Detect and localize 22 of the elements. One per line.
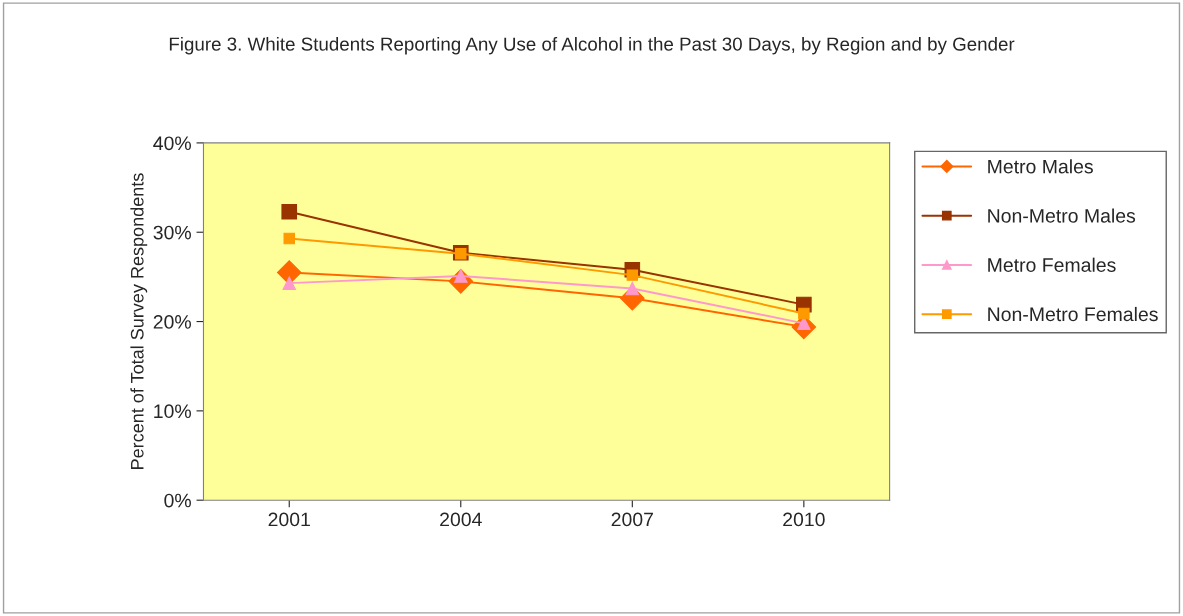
legend-label: Metro Males	[988, 159, 1093, 174]
x-tick-label: 2007	[611, 512, 653, 527]
point	[276, 260, 302, 285]
point	[625, 281, 640, 296]
y-tick-label: 10%	[154, 404, 191, 419]
legend-label: Metro Females	[988, 257, 1116, 272]
legend-label: Non-Metro Females	[988, 306, 1158, 322]
y-tick-label: 20%	[153, 315, 191, 329]
x-tick-label: 2001	[268, 512, 310, 527]
point	[626, 269, 639, 281]
point	[283, 232, 295, 245]
point	[281, 203, 298, 220]
y-axis-title: Percent of Total Survey Respondents	[130, 173, 148, 469]
y-tick-label: 40%	[153, 136, 191, 151]
point	[798, 307, 810, 320]
chart-title: Figure 3. White Students Reporting Any Use of Alcohol in the Past 30 Days, by Region and by Gender	[169, 36, 1015, 55]
x-tick-label: 2004	[440, 512, 482, 527]
y-tick-label: 30%	[153, 225, 191, 240]
legend-label: Non-Metro Males	[988, 208, 1136, 223]
point	[282, 276, 297, 290]
y-tick-label: 0%	[164, 493, 191, 508]
x-tick-label: 2010	[783, 512, 825, 527]
